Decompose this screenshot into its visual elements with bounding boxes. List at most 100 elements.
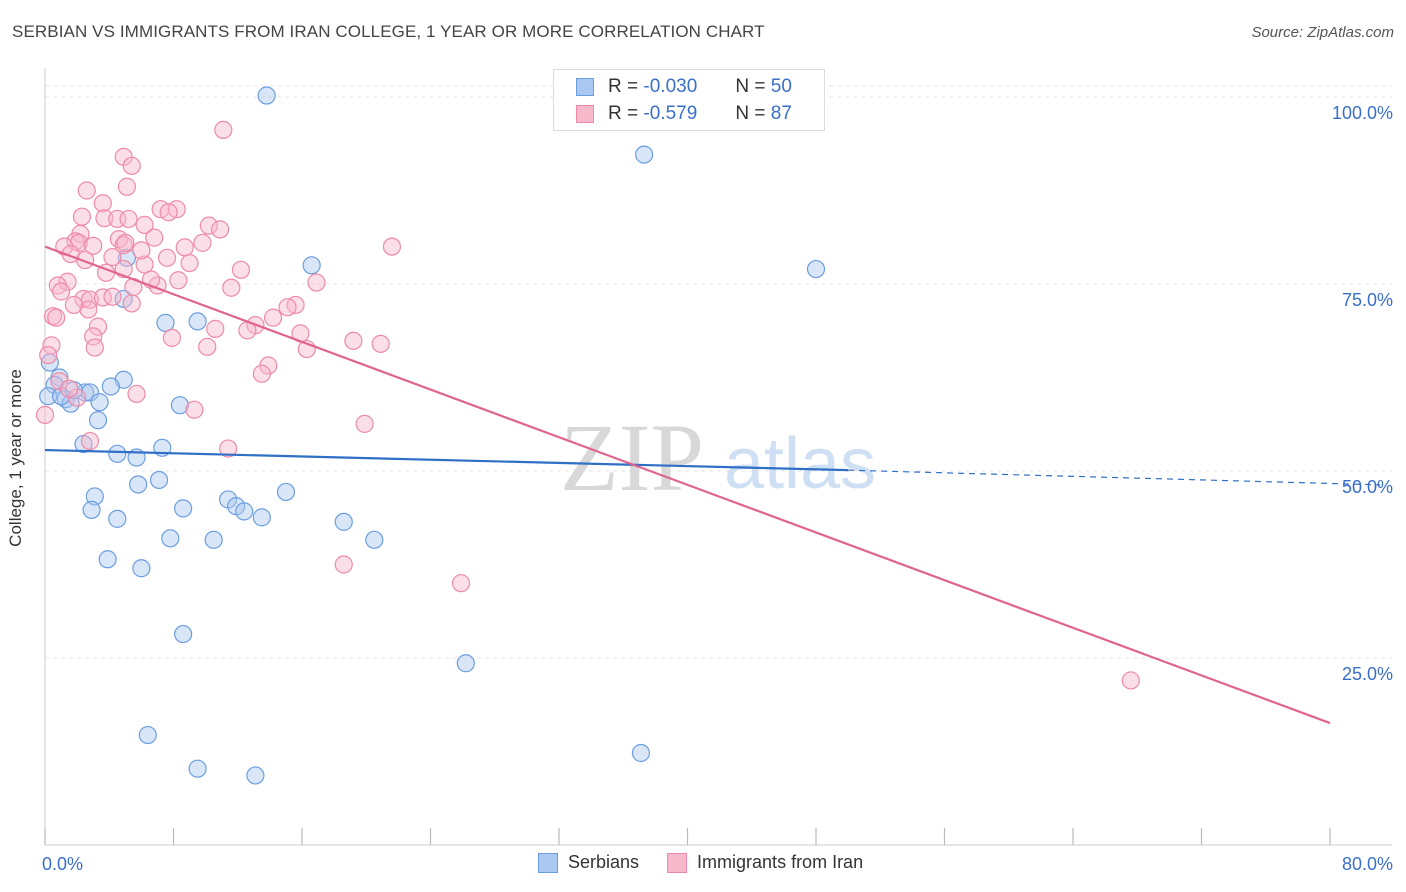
serbian-point xyxy=(246,766,265,785)
iran-point xyxy=(119,209,138,229)
y-tick-label: 100.0% xyxy=(1332,103,1393,123)
serbian-point xyxy=(631,743,651,763)
n-label: N = xyxy=(735,103,766,124)
serbians-trendline-extension xyxy=(848,469,1381,486)
iran-point xyxy=(51,282,71,301)
iran-swatch xyxy=(576,105,594,123)
serbian-point xyxy=(98,550,117,569)
serbian-point xyxy=(806,259,826,279)
serbians-swatch xyxy=(576,78,594,96)
iran-point xyxy=(263,308,283,327)
chart-title: SERBIAN VS IMMIGRANTS FROM IRAN COLLEGE,… xyxy=(12,22,765,41)
iran-point xyxy=(74,289,93,309)
iran-point xyxy=(59,379,79,398)
r-value: -0.030 xyxy=(643,76,698,97)
y-tick-label: 25.0% xyxy=(1342,664,1393,684)
serbian-point xyxy=(334,512,353,531)
watermark-atlas: atlas xyxy=(724,424,876,504)
iran-point xyxy=(103,287,122,306)
iran-point xyxy=(159,203,178,222)
iran-point xyxy=(278,298,297,317)
iran-point xyxy=(451,574,471,593)
iran-point xyxy=(132,241,151,260)
x-tick-label: 80.0% xyxy=(1342,854,1393,874)
iran-point xyxy=(103,247,122,267)
iran-point xyxy=(355,414,374,433)
watermark-zip: ZIP xyxy=(560,404,704,511)
iran-point xyxy=(58,272,77,291)
iran-point xyxy=(371,334,390,353)
iran-point xyxy=(180,253,199,273)
serbian-point xyxy=(204,530,223,549)
legend-label-iran: Immigrants from Iran xyxy=(697,852,864,872)
iran-point xyxy=(307,273,326,292)
r-label: R = xyxy=(608,76,639,97)
iran-point xyxy=(76,250,95,270)
serbian-point xyxy=(174,499,193,518)
serbians-trendline xyxy=(44,448,849,472)
y-tick-label: 75.0% xyxy=(1342,290,1393,310)
iran-point xyxy=(214,120,233,140)
iran-point xyxy=(175,238,194,257)
iran-point xyxy=(199,216,218,235)
stats-row-iran: R = -0.579 N = 87 xyxy=(576,103,792,125)
iran-legend-swatch xyxy=(667,852,688,873)
iran-point xyxy=(222,278,241,297)
iran-point xyxy=(210,220,230,239)
iran-point xyxy=(84,236,103,255)
iran-point xyxy=(185,400,204,419)
iran-trendline xyxy=(44,245,1331,725)
serbian-point xyxy=(149,470,169,490)
iran-point xyxy=(219,439,238,458)
iran-point xyxy=(84,327,103,346)
iran-point xyxy=(85,338,104,357)
iran-point xyxy=(64,295,84,315)
iran-point xyxy=(135,215,154,235)
serbian-point xyxy=(161,529,180,548)
iran-point xyxy=(162,328,181,347)
axes xyxy=(44,68,1392,846)
n-label: N = xyxy=(735,76,766,97)
serbian-point xyxy=(85,487,104,506)
iran-point xyxy=(77,181,96,200)
iran-point xyxy=(88,317,108,336)
iran-point xyxy=(169,271,188,290)
serbian-point xyxy=(90,393,109,412)
iran-point xyxy=(334,555,353,574)
serbian-point xyxy=(174,624,193,644)
serbian-point xyxy=(257,86,276,105)
iran-point xyxy=(55,237,74,256)
serbian-point xyxy=(108,509,127,528)
legend-label-serbians: Serbians xyxy=(568,852,640,872)
iran-point xyxy=(93,288,112,307)
legend-item-iran[interactable]: Immigrants from Iran xyxy=(667,852,863,873)
iran-point xyxy=(116,233,135,252)
iran-point xyxy=(72,207,92,226)
serbian-point xyxy=(456,654,475,673)
serbian-point xyxy=(132,559,151,578)
r-value: -0.579 xyxy=(643,103,698,124)
serbian-point xyxy=(252,508,271,527)
series-legend: Serbians Immigrants from Iran xyxy=(538,852,891,873)
serbian-point xyxy=(188,759,207,778)
iran-point xyxy=(47,308,66,327)
serbian-point xyxy=(170,396,190,415)
n-value: 50 xyxy=(770,76,792,97)
serbian-point xyxy=(156,313,175,332)
serbian-point xyxy=(88,411,108,430)
n-value: 87 xyxy=(770,103,792,124)
legend-item-serbians[interactable]: Serbians xyxy=(538,852,639,873)
iran-point xyxy=(93,194,112,213)
iran-point xyxy=(127,384,146,404)
iran-point xyxy=(50,372,69,391)
iran-point xyxy=(157,248,177,267)
iran-point xyxy=(193,233,212,252)
iran-point xyxy=(122,294,141,313)
iran-point xyxy=(135,255,154,274)
serbian-point xyxy=(108,444,127,463)
serbian-point xyxy=(129,475,148,494)
source-credit: Source: ZipAtlas.com xyxy=(1251,24,1394,41)
serbians-legend-swatch xyxy=(538,852,558,873)
iran-point xyxy=(117,177,137,196)
